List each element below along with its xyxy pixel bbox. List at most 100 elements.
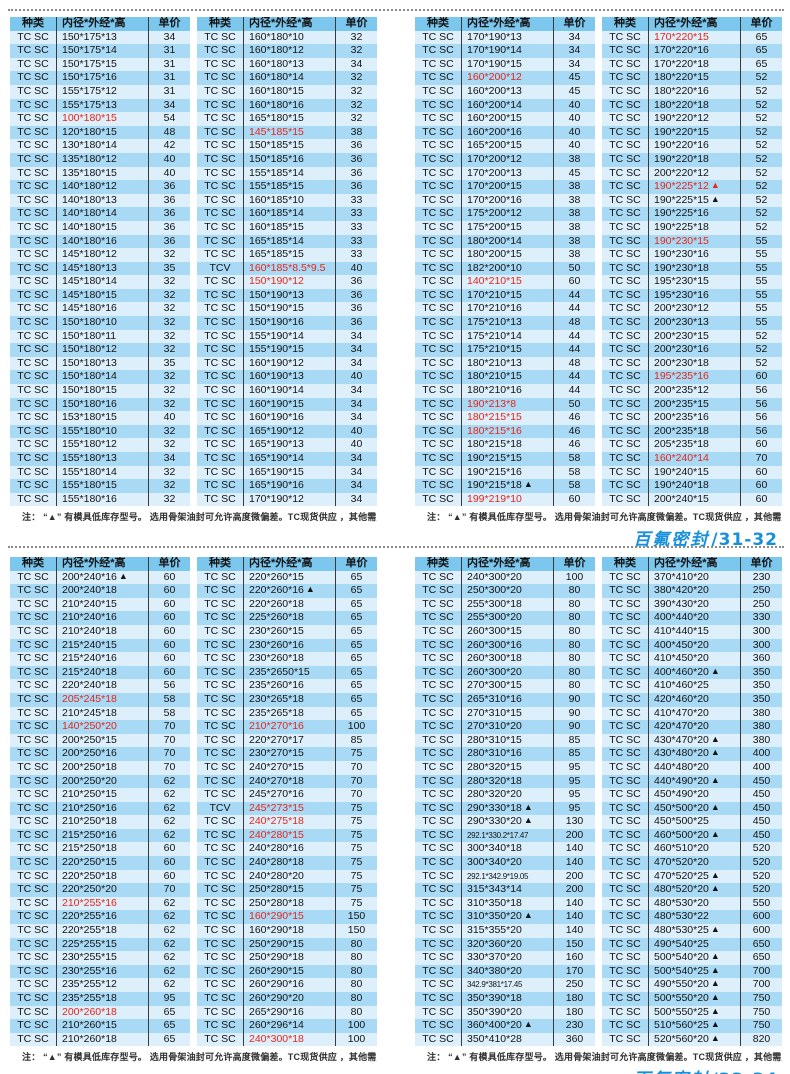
size-text: 220*255*16	[62, 910, 117, 923]
type-cell: TC SC	[204, 611, 236, 624]
price-cell: 62	[148, 788, 190, 802]
size-cell: 190*213*8	[461, 397, 553, 412]
price-cell: 55	[740, 275, 782, 289]
price-cell: 40	[335, 438, 377, 452]
size-cell: 400*450*20	[648, 638, 740, 653]
type-cell: TC SC	[609, 584, 641, 597]
price-table: 种类 内径*外经*高 单价 TC SC 220*260*15 65 TC SC 220*260…	[197, 557, 377, 1047]
size-text: 292.1*330.2*17.47	[467, 830, 529, 840]
type-cell: TC SC	[609, 611, 641, 624]
type-cell: TC SC	[609, 288, 641, 301]
price-cell: 34	[335, 384, 377, 398]
table-row: TC SC 145*180*14 32	[10, 275, 190, 289]
type-cell: TC SC	[422, 665, 454, 678]
table-header-row: 种类 内径*外经*高 单价	[197, 17, 377, 31]
size-cell: 260*290*15	[243, 964, 335, 979]
size-text: 200*240*16	[62, 570, 117, 583]
type-cell: TC SC	[204, 234, 236, 247]
table-row: TC SC 210*240*18 60	[10, 624, 190, 639]
price-cell: 60	[148, 597, 190, 612]
table-row: TC SC 180*210*16 44	[415, 384, 595, 398]
table-row: TC SC 200*250*16 70	[10, 747, 190, 761]
type-cell: TC SC	[609, 883, 641, 896]
size-cell: 100*180*15	[56, 112, 148, 126]
size-text: 245*270*16	[249, 788, 304, 801]
table-row: TC SC 182*200*10 50	[415, 261, 595, 276]
type-cell: TC SC	[17, 302, 49, 315]
price-cell: 65	[335, 570, 377, 585]
type-cell: TC SC	[609, 180, 641, 193]
price-cell: 90	[553, 692, 595, 707]
type-cell: TC SC	[609, 815, 641, 828]
size-text: 150*175*16	[62, 71, 117, 84]
size-text: 240*270*18	[249, 774, 304, 787]
size-text: 100*180*15	[62, 112, 117, 125]
size-cell: 205*245*18	[56, 692, 148, 707]
size-cell: 153*180*15	[56, 411, 148, 425]
column-header: 单价	[553, 17, 595, 31]
type-cell: TC SC	[204, 896, 236, 909]
table-row: TC SC 155*180*16 32	[10, 492, 190, 507]
price-cell: 32	[148, 384, 190, 398]
type-cell: TC SC	[17, 910, 49, 923]
size-cell: 150*180*10	[56, 316, 148, 330]
price-cell: 65	[740, 57, 782, 72]
size-text: 220*250*18	[62, 869, 117, 882]
size-cell: 220*260*15	[243, 570, 335, 585]
table-row: TC SC 210*260*18 65	[10, 1032, 190, 1047]
size-text: 210*260*18	[62, 1032, 117, 1045]
table-row: TC SC 190*220*12 52	[602, 112, 782, 126]
size-cell: 160*185*15	[243, 220, 335, 235]
price-cell: 56	[148, 679, 190, 693]
size-cell: 260*300*16	[461, 638, 553, 653]
price-table: 种类 内径*外经*高 单价 TC SC 200*240*16 ▲ 60 TC SC 200*24…	[10, 557, 190, 1047]
table-row: TC SC 250*280*15 75	[197, 883, 377, 897]
price-cell: 700	[740, 978, 782, 992]
price-cell: 90	[553, 720, 595, 734]
price-cell: 80	[553, 638, 595, 653]
table-row: TC SC 190*225*15 ▲ 52	[602, 193, 782, 208]
type-cell: TC SC	[17, 479, 49, 492]
size-text: 170*200*13	[467, 166, 522, 179]
size-text: 150*180*16	[62, 397, 117, 410]
type-cell: TC SC	[422, 44, 454, 57]
table-header-row: 种类 内径*外经*高 单价	[197, 557, 377, 571]
size-text: 180*220*16	[654, 84, 709, 97]
size-text: 210*255*16	[62, 896, 117, 909]
table-row: TC SC 155*180*14 32	[10, 465, 190, 480]
table-row: TC SC 290*330*18 ▲ 95	[415, 801, 595, 816]
type-cell: TC SC	[422, 343, 454, 356]
size-cell: 410*470*20	[648, 706, 740, 721]
table-row: TC SC 160*185*15 33	[197, 220, 377, 235]
size-cell: 240*280*16	[243, 842, 335, 857]
size-text: 250*290*18	[249, 951, 304, 964]
table-row: TC SC 292.1*330.2*17.47 200	[415, 828, 595, 843]
section-pages-33-34: 种类 内径*外经*高 单价 TC SC 200*240*16 ▲ 60 TC SC 200*24…	[10, 557, 782, 1074]
size-cell: 190*230*15	[648, 234, 740, 249]
size-text: 150*175*13	[62, 30, 117, 43]
table-row: TC SC 220*250*20 70	[10, 883, 190, 897]
price-cell: 350	[740, 679, 782, 693]
table-row: TC SC 220*255*16 62	[10, 910, 190, 925]
size-text: 470*520*20	[654, 856, 709, 869]
price-cell: 46	[553, 438, 595, 452]
price-table: 种类 内径*外经*高 单价 TC SC 160*180*10 32 TC SC 160*180…	[197, 17, 377, 507]
table-row: TC SC 230*265*18 65	[197, 692, 377, 707]
size-cell: 430*480*20 ▲	[648, 747, 740, 761]
price-cell: 40	[148, 152, 190, 167]
type-cell: TC SC	[422, 951, 454, 964]
price-cell: 33	[335, 248, 377, 262]
type-cell: TC SC	[422, 261, 454, 274]
size-cell: 170*200*16	[461, 193, 553, 208]
size-text: 310*350*20	[467, 910, 522, 923]
low-stock-triangle-icon: ▲	[523, 1019, 533, 1030]
size-cell: 160*185*14	[243, 207, 335, 221]
type-cell: TC SC	[17, 828, 49, 841]
size-cell: 250*280*18	[243, 896, 335, 911]
table-row: TC SC 410*450*20 360	[602, 652, 782, 666]
price-cell: 40	[553, 139, 595, 153]
table-row: TC SC 240*280*18 75	[197, 856, 377, 870]
column-header: 单价	[335, 17, 377, 31]
type-cell: TC SC	[609, 329, 641, 342]
table-row: TC SC 410*440*15 300	[602, 624, 782, 639]
